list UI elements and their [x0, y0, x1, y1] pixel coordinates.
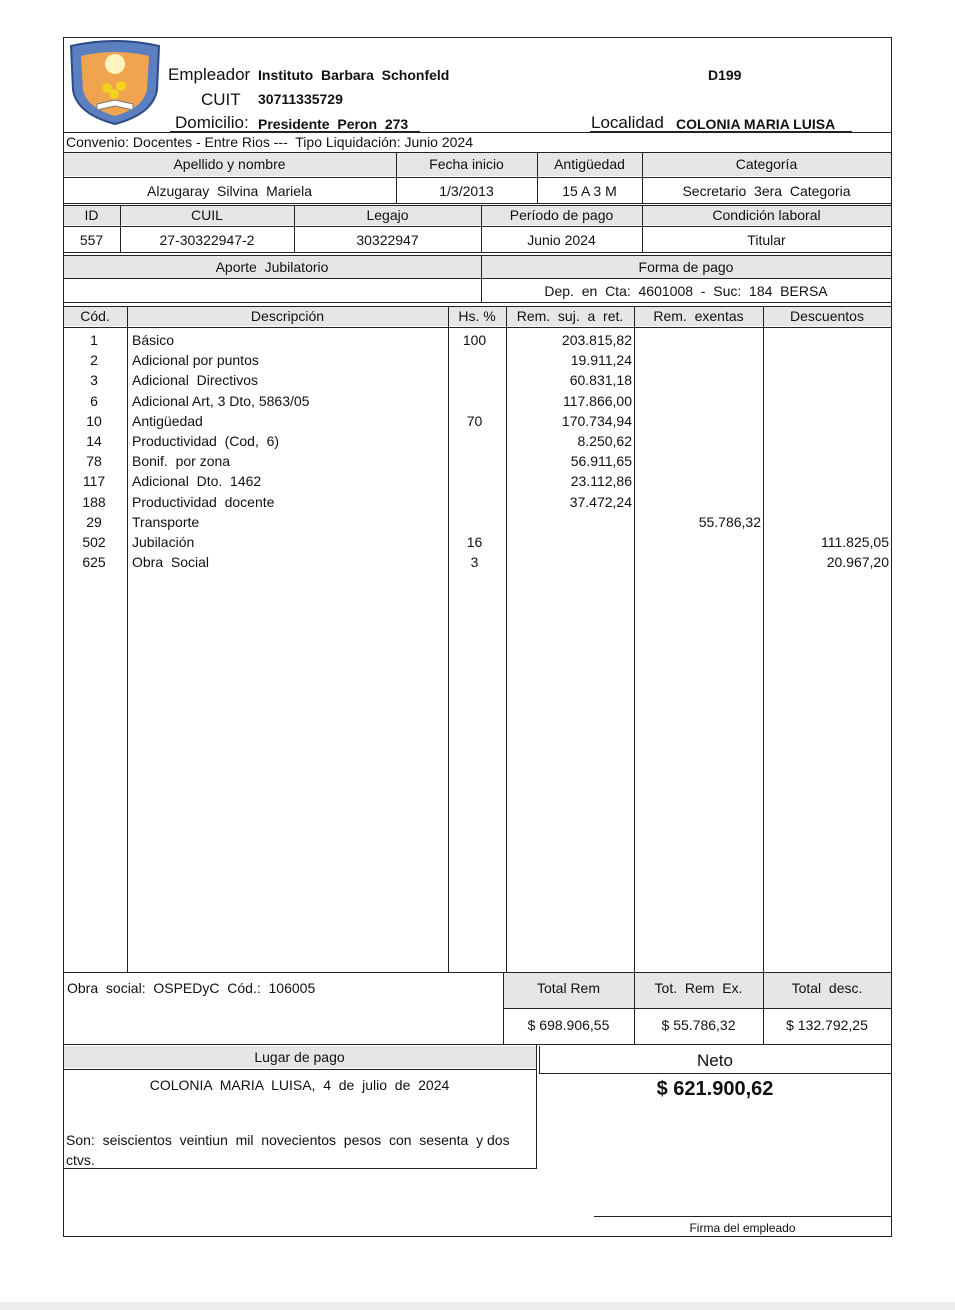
item-cell: 70	[466, 412, 483, 429]
employer-name: Instituto Barbara Schonfeld	[258, 67, 450, 83]
column-header: Hs. %	[458, 308, 496, 324]
item-cell: 6	[90, 392, 98, 409]
ids-header-2: Legajo	[366, 207, 409, 223]
item-cell: 8.250,62	[577, 433, 633, 449]
column-header: Cód.	[80, 308, 110, 324]
employer-label: Empleador	[168, 65, 251, 84]
item-cell: Antigüedad	[132, 412, 203, 429]
ids-value-3: Junio 2024	[527, 232, 596, 248]
ids-header-1: CUIL	[191, 207, 223, 223]
cuit-value: 30711335729	[258, 91, 343, 107]
item-cell: Bonif. por zona	[132, 453, 231, 470]
total-label-1: Tot. Rem Ex.	[654, 980, 743, 996]
total-label-2: Total desc.	[791, 980, 863, 996]
item-cell: 100	[462, 332, 487, 348]
obra-social: Obra social: OSPEDyC Cód.: 106005	[67, 980, 316, 996]
ids-header-0: ID	[84, 207, 99, 223]
ids-header-4: Condición laboral	[712, 207, 821, 223]
neto-label: Neto	[697, 1051, 733, 1070]
domicilio-label: Domicilio:	[175, 113, 249, 132]
employee-value-0: Alzugaray Silvina Mariela	[147, 183, 312, 199]
forma-de-pago-label: Forma de pago	[638, 259, 734, 275]
item-cell: 3	[470, 554, 479, 571]
item-cell: 117	[82, 473, 106, 490]
document-code: D199	[708, 67, 742, 83]
item-cell: 37.472,24	[569, 493, 632, 510]
item-cell: 29	[86, 513, 102, 530]
item-cell: 1	[90, 332, 98, 348]
total-value-2: $ 132.792,25	[786, 1017, 868, 1033]
item-cell: 56.911,65	[570, 453, 632, 470]
item-cell: Productividad (Cod, 6)	[132, 433, 280, 449]
lugar-de-pago-value: COLONIA MARIA LUISA, 4 de julio de 2024	[149, 1077, 450, 1093]
aporte-jubilatorio-label: Aporte Jubilatorio	[215, 259, 329, 275]
item-cell: Productividad docente	[132, 493, 275, 510]
neto-value: $ 621.900,62	[656, 1078, 774, 1100]
column-header: Descripción	[250, 308, 325, 324]
ids-value-0: 557	[79, 232, 104, 248]
item-cell: 78	[86, 453, 102, 470]
firma-label: Firma del empleado	[689, 1221, 796, 1235]
ids-value-2: 30322947	[356, 232, 419, 248]
school-logo	[69, 40, 161, 126]
total-value-0: $ 698.906,55	[527, 1017, 610, 1033]
convenio: Convenio: Docentes - Entre Rios --- Tipo…	[66, 134, 473, 150]
item-cell: 117.866,00	[562, 392, 632, 409]
domicilio-value: Presidente Peron 273	[258, 116, 409, 132]
item-cell: 20.967,20	[826, 554, 889, 571]
amount-in-words: Son: seiscientos veintiun mil noveciento…	[66, 1132, 518, 1168]
employee-header-3: Categoría	[735, 156, 798, 172]
lugar-de-pago-label: Lugar de pago	[254, 1049, 345, 1065]
item-cell: 19.911,24	[570, 352, 632, 369]
item-cell: Adicional por puntos	[132, 352, 259, 369]
ids-value-1: 27-30322947-2	[159, 232, 255, 248]
item-cell: 502	[82, 534, 106, 550]
total-value-1: $ 55.786,32	[661, 1017, 736, 1033]
forma-de-pago-value: Dep. en Cta: 4601008 - Suc: 184 BERSA	[544, 283, 828, 299]
item-cell: 14	[86, 433, 102, 449]
employee-header-1: Fecha inicio	[429, 156, 504, 172]
item-cell: 3	[90, 372, 98, 389]
item-cell: 170.734,94	[561, 412, 632, 429]
item-cell: 188	[82, 493, 106, 510]
item-cell: 55.786,32	[698, 513, 761, 530]
item-cell: 60.831,18	[569, 372, 632, 389]
column-header: Descuentos	[790, 308, 864, 324]
ids-value-4: Titular	[747, 232, 786, 248]
column-header: Rem. suj. a ret.	[516, 308, 624, 324]
item-cell: 111.825,05	[821, 534, 889, 550]
item-cell: Jubilación	[132, 534, 195, 550]
employee-value-3: Secretario 3era Categoria	[682, 183, 851, 199]
item-cell: 16	[466, 534, 483, 550]
page-bottom-bar	[0, 1302, 955, 1310]
employee-value-1: 1/3/2013	[439, 183, 494, 199]
employee-header-0: Apellido y nombre	[173, 156, 286, 172]
item-cell: Básico	[132, 332, 175, 348]
item-cell: Obra Social	[132, 554, 210, 571]
localidad-label: Localidad	[591, 113, 664, 132]
item-cell: Adicional Art, 3 Dto, 5863/05	[132, 392, 310, 409]
cuit-label: CUIT	[201, 90, 241, 109]
item-cell: 10	[86, 412, 102, 429]
item-cell: 23.112,86	[570, 473, 632, 490]
item-cell: 2	[90, 352, 98, 369]
total-label-0: Total Rem	[536, 980, 601, 996]
payslip	[63, 37, 892, 1237]
item-cell: 625	[82, 554, 106, 571]
item-cell: Adicional Directivos	[132, 372, 259, 389]
employee-value-2: 15 A 3 M	[562, 183, 617, 199]
item-cell: 203.815,82	[561, 332, 632, 348]
column-header: Rem. exentas	[653, 308, 744, 324]
item-cell: Adicional Dto. 1462	[132, 473, 262, 490]
ids-header-3: Período de pago	[509, 207, 614, 223]
employee-header-2: Antigüedad	[554, 156, 625, 172]
item-cell: Transporte	[132, 513, 200, 530]
localidad-value: COLONIA MARIA LUISA	[676, 116, 836, 132]
